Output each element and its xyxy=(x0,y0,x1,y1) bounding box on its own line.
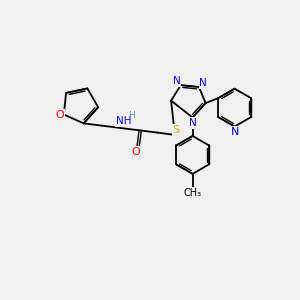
Text: O: O xyxy=(131,147,140,157)
Text: N: N xyxy=(230,127,239,136)
Text: O: O xyxy=(55,110,64,119)
Text: NH: NH xyxy=(116,116,131,126)
Text: H: H xyxy=(128,112,134,121)
Text: S: S xyxy=(172,125,180,135)
Text: N: N xyxy=(199,78,207,88)
Text: CH₃: CH₃ xyxy=(184,188,202,198)
Text: N: N xyxy=(173,76,181,86)
Text: N: N xyxy=(189,118,196,128)
